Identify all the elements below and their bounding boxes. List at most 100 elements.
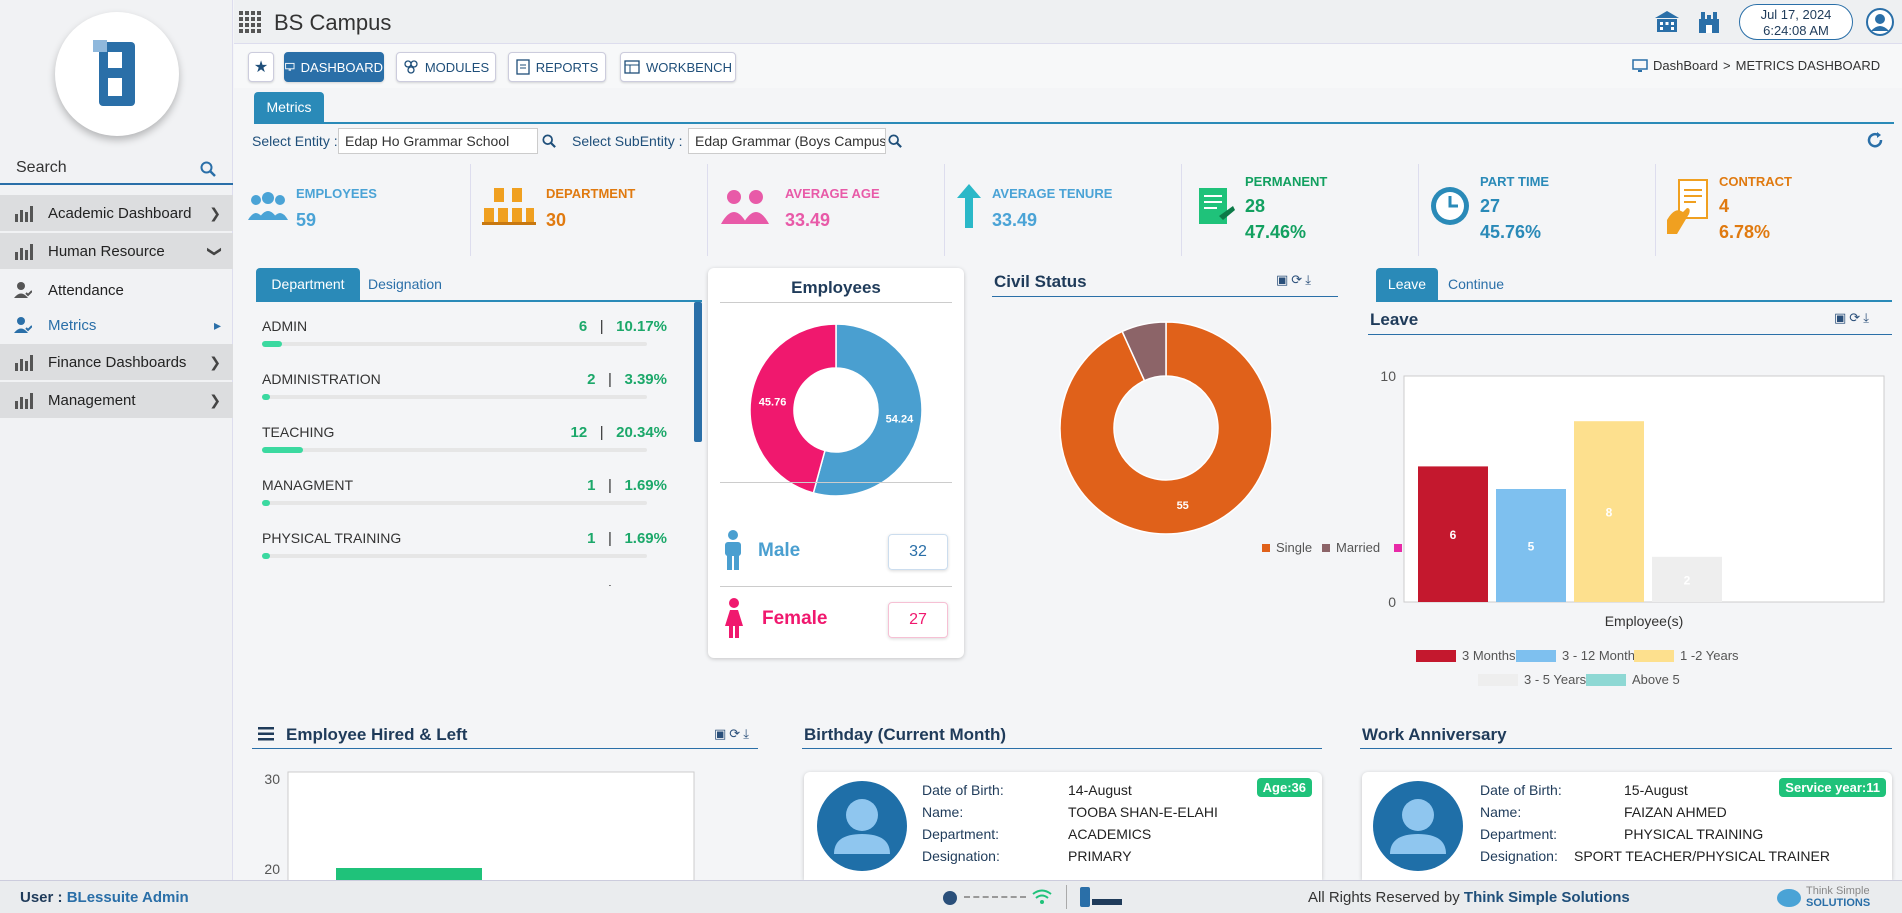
legend-swatch [1516,649,1556,662]
star-icon: ★ [253,59,269,76]
breadcrumb-separator: > [1723,58,1731,73]
legend-item[interactable]: Above 5 [1586,672,1680,687]
department-name: ACADEMICS [262,583,345,586]
donut-slice[interactable] [749,323,837,494]
kpi-employees-value: 59 [296,210,317,230]
menu-icon[interactable] [258,727,274,741]
leave-bar[interactable] [1652,556,1722,602]
sidebar-item-management[interactable]: Management ❯ [0,382,233,418]
legend-label: 3 - 5 Years [1524,672,1587,687]
department-list: ADMIN 6 | 10.17% ADMINISTRATION 2 | 3.39% TE… [256,302,702,586]
anniversary-dept-label: Department: [1480,826,1558,842]
legend-item[interactable]: Married [1322,540,1380,555]
window-icon[interactable]: ▣ [714,726,730,741]
department-row: ADMIN 6 | 10.17% [262,318,667,368]
y-tick-label: 20 [264,861,280,877]
sidebar-item-finance-dashboards[interactable]: Finance Dashboards ❯ [0,344,233,380]
department-progress-fill [262,394,270,400]
window-icon[interactable]: ▣ [1834,310,1850,325]
dashboard-icon [285,62,295,71]
refresh-icon[interactable] [1866,131,1884,149]
couple-icon [721,190,769,224]
leave-bar[interactable] [1418,466,1488,602]
search-icon[interactable] [542,134,556,148]
grid-menu-icon[interactable] [239,11,261,33]
institution-icon[interactable] [1654,10,1680,34]
hired-bar[interactable] [336,868,482,880]
window-icon[interactable]: ▣ [1276,272,1292,287]
kpi-average-tenure-value: 33.49 [992,210,1038,230]
department-progress-fill [262,341,283,347]
civil-status-title: Civil Status [994,272,1087,291]
entity-select[interactable]: Edap Ho Grammar School [338,128,538,154]
favorites-button[interactable]: ★ [248,52,274,82]
sidebar-item-metrics[interactable]: Metrics ▸ [0,307,233,343]
department-count: 1 | 1.69% [587,530,667,547]
department-row: PHYSICAL TRAINING 1 | 1.69% [262,530,667,580]
civil-status-donut-chart: 55 [1059,321,1273,535]
legend-label: Married [1336,540,1381,555]
kpi-contract-percent: 6.78% [1719,222,1771,242]
breadcrumb-root[interactable]: DashBoard [1653,58,1719,73]
sidebar-item-attendance[interactable]: Attendance [0,272,233,308]
hired-left-tools: ▣⟳⤓ [714,726,752,742]
workbench-button[interactable]: WORKBENCH [620,52,736,82]
search-icon[interactable] [200,161,216,177]
modules-button[interactable]: MODULES [396,52,496,82]
donut-slice[interactable] [1121,321,1167,382]
tab-underline [256,300,702,302]
department-name: ADMIN [262,318,308,334]
kpi-average-tenure-title: AVERAGE TENURE [992,186,1113,201]
download-icon[interactable]: ⤓ [1863,310,1872,325]
tab-metrics[interactable]: Metrics [254,92,324,122]
entity-value: Edap Ho Grammar School [345,133,510,149]
brand-bottom: SOLUTIONS [1806,897,1871,909]
tab-department[interactable]: Department [256,268,360,300]
refresh-icon[interactable]: ⟳ [1291,272,1306,287]
birthday-dept-label: Department: [922,826,1000,842]
arrow-up-icon [957,184,981,228]
rights-text: All Rights Reserved by [1308,889,1460,906]
download-icon[interactable]: ⤓ [743,726,752,741]
chart-icon [15,206,33,222]
legend-item[interactable]: 3 Months [1416,648,1515,663]
kpi-part-time-title: PART TIME [1480,174,1550,189]
reports-button[interactable]: REPORTS [508,52,606,82]
refresh-icon[interactable]: ⟳ [729,726,744,741]
sidebar-item-label: Human Resource [48,242,165,260]
tab-continue[interactable]: Continue [1448,276,1505,292]
download-icon[interactable]: ⤓ [1305,272,1314,287]
sidebar-item-academic-dashboard[interactable]: Academic Dashboard ❯ [0,195,233,231]
donut-slice[interactable] [812,323,923,497]
scrollbar-thumb[interactable] [694,302,702,442]
leave-bar[interactable] [1574,421,1644,602]
tab-designation[interactable]: Designation [368,276,442,292]
dashboard-button[interactable]: DASHBOARD [284,52,384,82]
female-label: Female [762,608,828,629]
search-icon[interactable] [888,134,902,148]
refresh-icon[interactable]: ⟳ [1849,310,1864,325]
y-tick-label: 10 [1380,368,1396,384]
sidebar-item-label: Finance Dashboards [48,353,187,371]
legend-item[interactable]: 3 - 5 Years [1478,672,1586,687]
company-link[interactable]: Think Simple Solutions [1463,889,1630,906]
leave-bar[interactable] [1496,489,1566,602]
sidebar-search[interactable]: Search [0,155,233,185]
subentity-select[interactable]: Edap Grammar (Boys Campus ) [688,128,886,154]
sidebar-item-label: Management [48,391,136,409]
donut-slice-label: 45.76 [759,397,787,409]
anniversary-desig-label: Designation: [1480,848,1558,864]
chevron-right-icon: ❯ [209,353,221,370]
legend-item[interactable]: 3 - 12 Months [1516,648,1642,663]
legend-item[interactable]: Single [1262,540,1312,555]
campus-icon[interactable] [1696,9,1722,35]
subentity-value: Edap Grammar (Boys Campus ) [695,133,886,149]
tab-leave[interactable]: Leave [1376,268,1438,300]
kpi-average-age-value: 33.49 [785,210,831,230]
user-avatar-icon[interactable] [1866,8,1894,36]
legend-item[interactable]: 1 -2 Years [1634,648,1739,663]
department-row: TEACHING 12 | 20.34% [262,424,667,474]
footer: User : BLessuite Admin All Rights Reserv… [0,880,1902,913]
sidebar-item-human-resource[interactable]: Human Resource ❯ [0,233,233,269]
donut-slice[interactable] [1059,321,1273,535]
